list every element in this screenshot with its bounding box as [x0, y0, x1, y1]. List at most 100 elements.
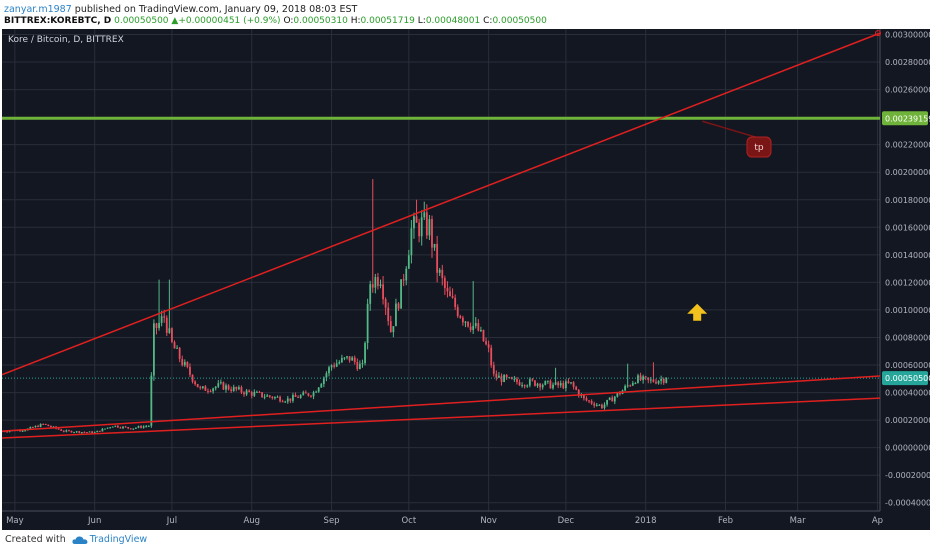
candle-body: [268, 395, 271, 397]
candle-body: [498, 375, 500, 378]
created-with-text: Created with: [5, 534, 66, 545]
candle-body: [129, 428, 132, 430]
tradingview-brand[interactable]: TradingView: [89, 534, 148, 545]
candle-body: [168, 328, 171, 333]
author-link[interactable]: zanyar.m1987: [4, 4, 72, 15]
candle-body: [274, 396, 276, 399]
candle-body: [567, 381, 570, 384]
candle-body: [62, 430, 65, 432]
high-label: H:: [350, 16, 361, 26]
y-tick-label: 0.00140000: [885, 251, 930, 260]
x-tick-label: 2018: [635, 516, 657, 526]
candle-body: [423, 212, 426, 218]
candle-body: [649, 379, 652, 381]
candle-body: [294, 394, 297, 397]
candle-body: [227, 385, 230, 390]
candle-body: [217, 383, 220, 387]
candle-body: [232, 386, 235, 391]
candle-body: [24, 430, 27, 432]
candle-body: [467, 321, 469, 327]
candle-body: [395, 303, 397, 327]
candle-body: [495, 373, 498, 378]
candle-body: [387, 307, 390, 322]
current-price-label: 0.00050500: [885, 374, 930, 383]
candle-body: [186, 362, 189, 367]
candle-body: [503, 375, 505, 382]
candle-body: [619, 392, 621, 395]
candle-body: [304, 392, 307, 394]
trendline-handle[interactable]: [875, 30, 881, 37]
candle-body: [572, 382, 575, 387]
candle-body: [52, 426, 55, 428]
candle-body: [410, 228, 413, 256]
y-tick-label: 0.00260000: [885, 86, 930, 95]
candle-body: [564, 381, 567, 389]
price-chart[interactable]: 0.00300000 0.00280000 0.00260000 0.00220000…: [2, 29, 930, 530]
y-tick-label: 0.00020000: [885, 416, 930, 425]
x-tick-label: Aug: [243, 516, 260, 526]
candle-body: [214, 386, 217, 389]
tradingview-cloud-icon: [72, 535, 88, 544]
candle-body: [570, 382, 572, 384]
candle-body: [665, 378, 668, 383]
candle-body: [109, 427, 112, 429]
candle-body: [369, 284, 372, 304]
candle-body: [492, 365, 495, 374]
open-label: O:: [283, 16, 294, 26]
open-value: 0.00050310: [293, 16, 348, 26]
candle-body: [606, 399, 608, 405]
candle-body: [371, 284, 374, 288]
close-value: 0.00050500: [492, 16, 547, 26]
candle-body: [546, 380, 549, 382]
target-price-label: 0.00239159: [885, 114, 930, 123]
candle-body: [57, 428, 60, 430]
x-tick-label: Dec: [558, 516, 575, 526]
tp-callout-text: tp: [754, 143, 764, 153]
chart-title: Kore / Bitcoin, D, BITTREX: [8, 35, 124, 45]
candle-body: [608, 397, 611, 400]
candle-body: [513, 378, 516, 380]
candle-body: [155, 323, 158, 329]
candle-body: [580, 395, 583, 397]
candle-body: [382, 284, 384, 300]
trendline[interactable]: [2, 375, 881, 432]
candle-body: [526, 385, 529, 387]
candle-body: [134, 427, 137, 429]
ticker-symbol: BITTREX:KOREBTC, D: [4, 16, 112, 26]
trendline[interactable]: [2, 32, 881, 376]
candle-body: [199, 387, 202, 389]
candle-body: [441, 269, 444, 279]
candle-body: [124, 426, 127, 428]
candle-body: [397, 303, 400, 309]
candle-body: [29, 426, 32, 429]
target-price-label-bg: [882, 111, 928, 126]
candle-body: [88, 431, 91, 433]
candle-body: [248, 390, 251, 392]
candle-body: [348, 356, 351, 361]
candle-body: [299, 395, 302, 398]
candle-body: [595, 404, 598, 406]
candle-body: [351, 357, 354, 361]
candle-body: [181, 359, 184, 366]
candle-body: [250, 391, 253, 396]
candle-body: [598, 404, 601, 406]
candle-body: [549, 380, 552, 389]
candle-body: [315, 391, 318, 393]
candle-body: [377, 277, 379, 287]
candle-body: [358, 363, 361, 370]
tp-callout-box[interactable]: [746, 136, 772, 158]
candle-body: [147, 425, 150, 427]
candle-body: [451, 296, 454, 298]
candle-body: [86, 432, 88, 434]
footer: Created with TradingView: [0, 530, 932, 550]
candle-body: [361, 363, 364, 365]
up-arrow-icon[interactable]: [687, 303, 708, 321]
candle-body: [307, 393, 310, 396]
candle-body: [443, 278, 446, 289]
y-tick-label: 0.00220000: [885, 141, 930, 150]
candle-body: [245, 390, 248, 395]
candle-body: [42, 423, 45, 425]
trendline[interactable]: [2, 397, 881, 439]
candle-body: [364, 343, 366, 364]
x-tick-label: Oct: [401, 516, 416, 526]
